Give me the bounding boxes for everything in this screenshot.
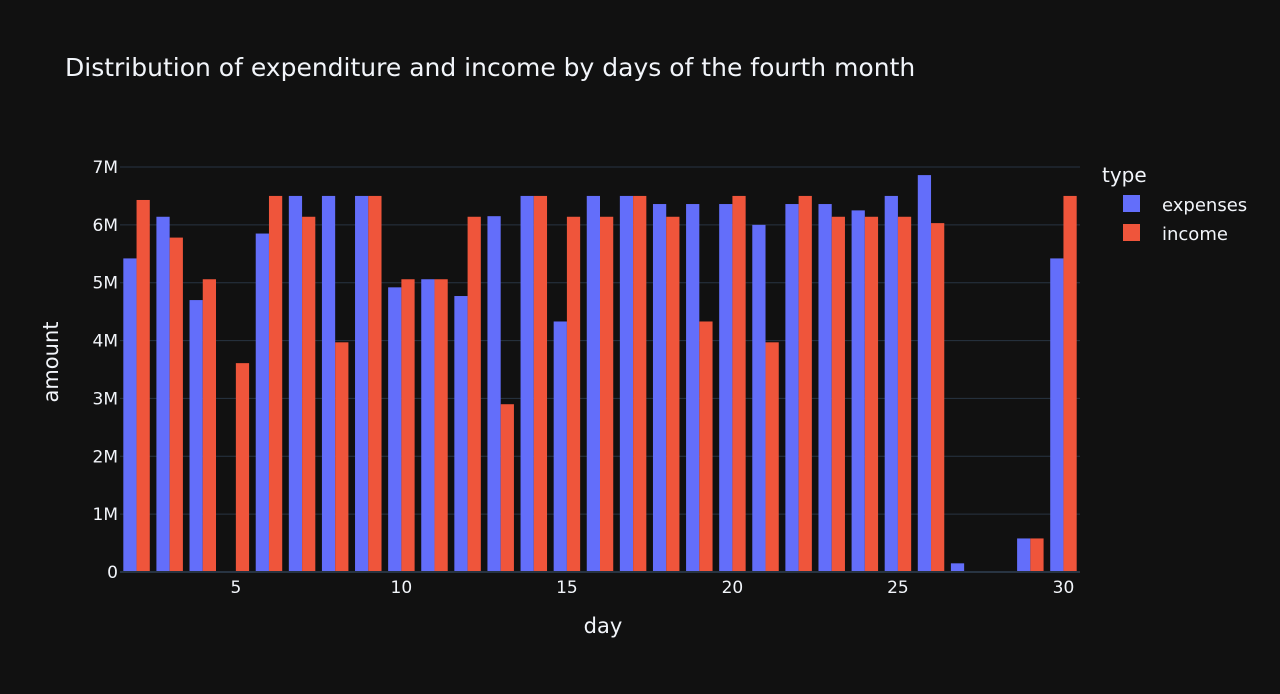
bar-expenses[interactable]	[917, 175, 932, 572]
bar-income[interactable]	[169, 237, 183, 572]
bar-income[interactable]	[368, 195, 382, 572]
bar-income[interactable]	[1063, 195, 1077, 572]
y-tick-label: 0	[107, 563, 118, 583]
bar-income[interactable]	[798, 195, 812, 572]
y-axis-title: amount	[39, 321, 63, 402]
bar-expenses[interactable]	[553, 321, 567, 572]
x-tick-label: 5	[230, 578, 241, 598]
bar-expenses[interactable]	[785, 204, 799, 572]
bar-income[interactable]	[1030, 538, 1044, 572]
bar-expenses[interactable]	[421, 279, 435, 572]
bar-expenses[interactable]	[487, 216, 501, 572]
y-axis-ticks: 0 1M 2M 3M 4M 5M 6M 7M	[93, 158, 118, 583]
legend-label-income[interactable]: income	[1162, 224, 1228, 245]
legend-label-expenses[interactable]: expenses	[1162, 195, 1247, 216]
bar-expenses[interactable]	[355, 195, 369, 572]
bar-income[interactable]	[699, 321, 713, 572]
bar-income[interactable]	[765, 342, 779, 572]
bar-expenses[interactable]	[851, 210, 865, 572]
legend-items: expenses income	[1123, 195, 1247, 245]
y-tick-label: 6M	[93, 216, 118, 236]
bar-expenses[interactable]	[619, 195, 634, 572]
bar-income[interactable]	[864, 216, 879, 572]
bar-expenses[interactable]	[288, 195, 303, 572]
bars	[123, 175, 1077, 573]
bar-income[interactable]	[633, 195, 647, 572]
bar-expenses[interactable]	[686, 204, 700, 572]
bar-expenses[interactable]	[586, 195, 600, 572]
bar-expenses[interactable]	[454, 296, 468, 572]
bar-expenses[interactable]	[123, 258, 137, 572]
x-tick-label: 25	[887, 578, 909, 598]
bar-income[interactable]	[235, 363, 250, 572]
bar-income[interactable]	[335, 342, 349, 572]
bar-income[interactable]	[931, 223, 945, 572]
bar-income[interactable]	[831, 216, 845, 572]
bar-income[interactable]	[434, 279, 448, 572]
bar-income[interactable]	[401, 279, 415, 572]
y-tick-label: 7M	[93, 158, 118, 178]
bar-expenses[interactable]	[884, 195, 898, 572]
bar-expenses[interactable]	[1050, 258, 1064, 572]
bar-expenses[interactable]	[255, 233, 269, 573]
bar-income[interactable]	[732, 195, 746, 572]
x-tick-label: 30	[1053, 578, 1075, 598]
bar-expenses[interactable]	[1017, 538, 1031, 572]
bar-expenses[interactable]	[520, 195, 534, 572]
bar-income[interactable]	[666, 216, 680, 572]
y-tick-label: 5M	[93, 274, 118, 294]
bar-income[interactable]	[897, 216, 912, 572]
bar-expenses[interactable]	[156, 216, 170, 572]
x-tick-label: 20	[722, 578, 744, 598]
bar-expenses[interactable]	[719, 204, 733, 572]
bar-income[interactable]	[566, 216, 581, 572]
bar-income[interactable]	[600, 216, 614, 572]
bar-income[interactable]	[202, 279, 216, 572]
bar-income[interactable]	[136, 199, 150, 573]
legend-title: type	[1102, 163, 1147, 187]
bar-income[interactable]	[533, 195, 548, 572]
bar-expenses[interactable]	[818, 204, 832, 572]
bar-income[interactable]	[268, 195, 283, 572]
bar-income[interactable]	[500, 404, 514, 572]
chart-title: Distribution of expenditure and income b…	[65, 53, 915, 82]
y-tick-label: 3M	[93, 389, 118, 409]
legend-swatch-income[interactable]	[1123, 224, 1140, 241]
x-axis-ticks: 5 10 15 20 25 30	[230, 578, 1074, 598]
bar-expenses[interactable]	[752, 224, 766, 573]
bar-expenses[interactable]	[652, 204, 667, 572]
x-tick-label: 15	[556, 578, 578, 598]
bar-income[interactable]	[302, 216, 316, 572]
x-axis-title: day	[584, 614, 623, 638]
y-tick-label: 4M	[93, 332, 118, 352]
bar-expenses[interactable]	[321, 195, 336, 572]
bar-expenses[interactable]	[189, 300, 203, 572]
bar-expenses[interactable]	[950, 563, 965, 572]
bar-expenses[interactable]	[388, 287, 402, 572]
legend-swatch-expenses[interactable]	[1123, 195, 1140, 212]
y-tick-label: 1M	[93, 505, 118, 525]
x-tick-label: 10	[391, 578, 413, 598]
y-tick-label: 2M	[93, 447, 118, 467]
legend: type expenses income	[1102, 163, 1247, 245]
bar-income[interactable]	[467, 216, 481, 572]
